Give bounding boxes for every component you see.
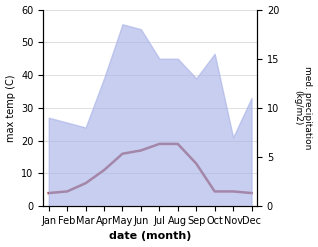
Y-axis label: med. precipitation
(kg/m2): med. precipitation (kg/m2) [293, 66, 313, 149]
X-axis label: date (month): date (month) [109, 231, 191, 242]
Y-axis label: max temp (C): max temp (C) [5, 74, 16, 142]
